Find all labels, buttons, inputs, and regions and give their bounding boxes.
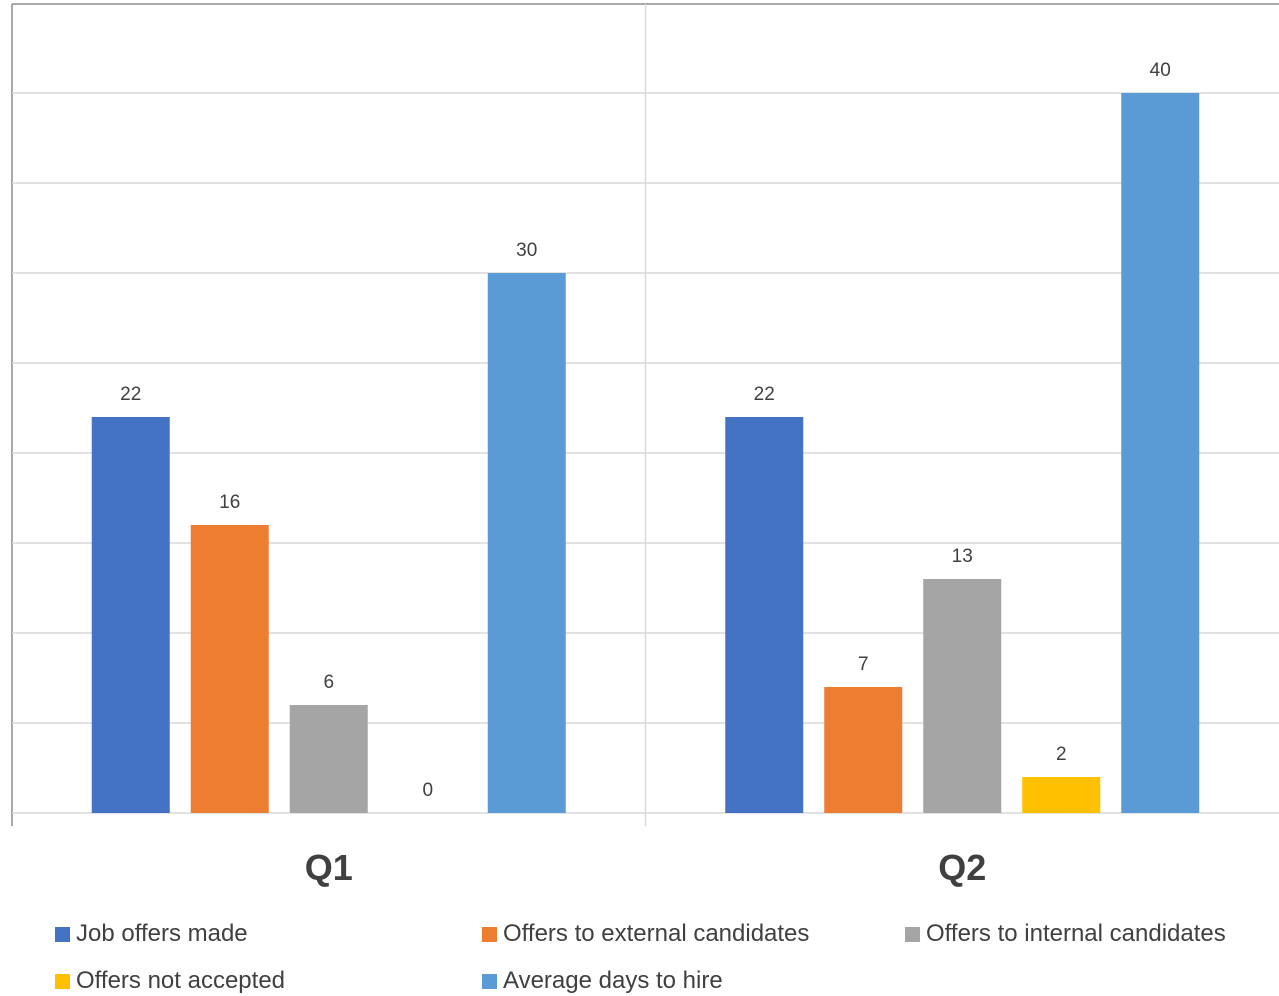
data-label: 6	[323, 672, 334, 693]
legend-label: Offers to internal candidates	[926, 920, 1226, 947]
legend-item-offers-to-internal-candidates: Offers to internal candidates	[905, 920, 1226, 948]
legend-swatch	[482, 973, 497, 989]
legend-swatch	[55, 973, 70, 989]
bar-job-offers-made-q2	[725, 417, 804, 813]
data-label: 40	[1150, 60, 1171, 81]
legend-item-job-offers-made: Job offers made	[55, 920, 248, 948]
data-label: 16	[219, 492, 240, 513]
category-labels: Q1 Q2	[305, 847, 987, 888]
legend-label: Average days to hire	[503, 967, 723, 994]
bar-offers-not-accepted-q2	[1022, 777, 1101, 813]
data-label: 13	[952, 546, 973, 567]
legend-swatch	[482, 926, 497, 942]
legend-swatch	[905, 926, 920, 942]
data-label: 2	[1056, 744, 1067, 765]
data-label: 22	[754, 384, 775, 405]
data-label: 22	[120, 384, 141, 405]
bar-offers-to-internal-candidates-q2	[923, 579, 1002, 813]
data-label: 0	[422, 780, 433, 801]
bar-offers-to-external-candidates-q2	[824, 687, 903, 813]
bars	[91, 93, 1200, 813]
legend-item-offers-to-external-candidates: Offers to external candidates	[482, 920, 809, 948]
bar-average-days-to-hire-q2	[1121, 93, 1200, 813]
legend-label: Offers not accepted	[76, 967, 286, 994]
bar-average-days-to-hire-q1	[487, 273, 566, 813]
bar-offers-to-external-candidates-q1	[190, 525, 269, 813]
data-label: 30	[516, 240, 537, 261]
legend-label: Job offers made	[76, 920, 248, 947]
category-label-q2: Q2	[938, 847, 986, 888]
bar-chart: 22 16 6 0 30 22 7 13 2 40 Q1 Q2	[11, 3, 1279, 888]
category-label-q1: Q1	[305, 847, 353, 888]
legend-item-average-days-to-hire: Average days to hire	[482, 967, 723, 995]
bar-job-offers-made-q1	[91, 417, 170, 813]
data-label: 7	[858, 654, 869, 675]
bar-offers-to-internal-candidates-q1	[289, 705, 368, 813]
legend-item-offers-not-accepted: Offers not accepted	[55, 967, 285, 995]
data-labels: 22 16 6 0 30 22 7 13 2 40	[120, 60, 1171, 801]
legend-label: Offers to external candidates	[503, 920, 810, 947]
legend-swatch	[55, 926, 70, 942]
